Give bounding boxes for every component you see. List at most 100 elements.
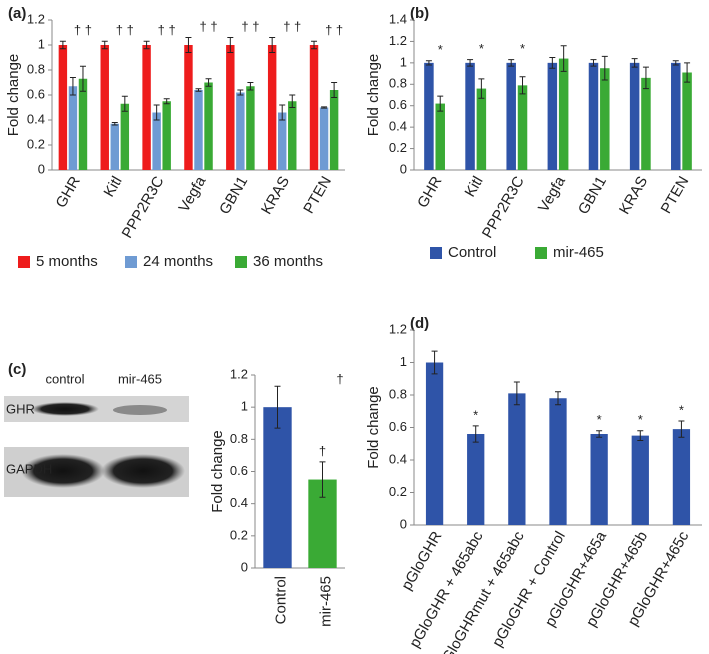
error-bar xyxy=(513,381,520,406)
error-bar xyxy=(163,98,170,105)
y-tick-label: 1.2 xyxy=(389,321,407,336)
annotation: † † xyxy=(116,23,134,38)
x-tick-label: Kitl xyxy=(461,173,486,200)
bar xyxy=(631,435,649,525)
error-bar xyxy=(642,66,649,90)
bar xyxy=(641,77,651,170)
y-tick-label: 1 xyxy=(38,36,45,51)
x-tick-label: PPP2R3C xyxy=(119,173,168,241)
error-bar xyxy=(321,106,328,109)
error-bar xyxy=(508,59,515,67)
legend-label: 5 months xyxy=(36,253,98,270)
bar xyxy=(68,86,78,170)
error-bar xyxy=(555,391,561,406)
error-bar xyxy=(331,82,338,98)
y-tick-label: 1.2 xyxy=(27,11,45,26)
x-tick-label: Vegfa xyxy=(175,173,209,215)
error-bar xyxy=(472,425,479,443)
bar xyxy=(588,62,599,170)
error-bar xyxy=(185,37,192,53)
error-bar xyxy=(637,430,644,441)
error-bar xyxy=(549,57,556,69)
annotation: * xyxy=(520,41,525,56)
bar xyxy=(508,393,526,525)
annotation: * xyxy=(679,402,684,417)
bar xyxy=(424,62,434,170)
bar xyxy=(671,62,681,170)
bar xyxy=(600,68,610,170)
x-tick-label: Vegfa xyxy=(535,173,569,215)
legend-label: Control xyxy=(448,244,496,261)
error-bar xyxy=(121,95,128,112)
y-tick-label: 0 xyxy=(241,559,248,574)
annotation: † † xyxy=(325,23,343,38)
error-bar xyxy=(153,104,160,121)
annotation: * xyxy=(473,407,478,422)
error-bar xyxy=(289,94,296,108)
y-tick-label: 0.8 xyxy=(389,76,407,91)
error-bar xyxy=(478,78,485,99)
annotation: † † xyxy=(200,19,218,34)
legend-swatch xyxy=(235,256,247,268)
bar xyxy=(547,62,558,170)
annotation: * xyxy=(638,412,643,427)
bar xyxy=(425,362,444,525)
y-tick-label: 1 xyxy=(241,399,248,414)
error-bar xyxy=(79,65,86,92)
y-tick-label: 0.2 xyxy=(389,140,407,155)
x-tick-label: PTEN xyxy=(658,173,693,216)
y-axis-label: Fold change xyxy=(365,54,382,137)
annotation: † † xyxy=(241,19,259,34)
error-bar xyxy=(69,77,76,96)
error-bar xyxy=(274,385,281,429)
blot xyxy=(4,396,189,497)
x-tick-label: GHR xyxy=(52,173,83,211)
blot-band xyxy=(101,454,185,488)
bar xyxy=(184,45,193,170)
panel-label: (c) xyxy=(8,361,26,378)
y-tick-label: 0.4 xyxy=(389,119,407,134)
bar xyxy=(467,434,485,525)
x-tick-label: pGloGHR xyxy=(398,528,445,593)
bar xyxy=(682,72,692,170)
panel-label: (d) xyxy=(410,315,429,332)
bar xyxy=(152,112,161,170)
bar xyxy=(277,112,287,170)
bar xyxy=(309,45,319,170)
annotation: † xyxy=(319,443,326,458)
x-tick-label: PTEN xyxy=(300,173,335,216)
x-tick-label: PPP2R3C xyxy=(479,173,528,241)
x-tick-label: KRAS xyxy=(258,173,293,217)
legend-swatch xyxy=(125,256,137,268)
blot-band xyxy=(31,402,99,416)
x-tick-label: pGloGHR + Control xyxy=(489,528,569,649)
y-tick-label: 0 xyxy=(38,161,45,176)
y-tick-label: 0.2 xyxy=(230,527,248,542)
lane-label: mir-465 xyxy=(118,371,162,386)
error-bar xyxy=(59,40,66,50)
y-tick-label: 0 xyxy=(400,161,407,176)
error-bar xyxy=(519,76,526,95)
y-tick-label: 0 xyxy=(400,516,407,531)
error-bar xyxy=(143,40,150,50)
bar xyxy=(246,86,255,170)
error-bar xyxy=(684,62,691,83)
panel-label: (b) xyxy=(410,5,429,22)
y-tick-label: 0.4 xyxy=(230,495,248,510)
error-bar xyxy=(431,350,438,375)
annotation: † † xyxy=(74,23,92,38)
bar xyxy=(319,107,329,170)
error-bar xyxy=(437,95,444,112)
lane-label: control xyxy=(45,371,84,386)
y-tick-label: 1 xyxy=(400,54,407,69)
y-axis-label: Fold change xyxy=(209,430,226,513)
legend-label: 36 months xyxy=(253,253,323,270)
annotation: * xyxy=(479,41,484,56)
error-bar xyxy=(195,88,202,92)
bar xyxy=(465,62,475,170)
bar xyxy=(58,45,68,170)
y-axis-label: Fold change xyxy=(5,54,22,137)
y-tick-label: 0.4 xyxy=(27,111,45,126)
bar xyxy=(236,92,245,170)
